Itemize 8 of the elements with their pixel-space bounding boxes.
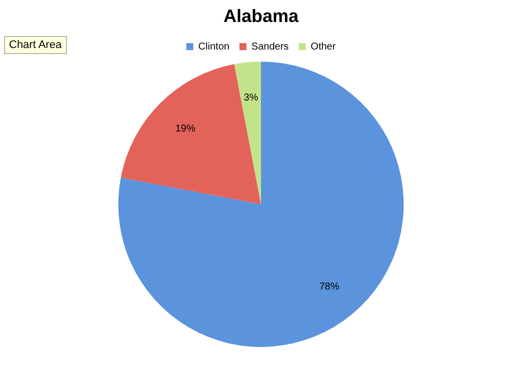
data-label: 3% — [244, 92, 258, 104]
data-label: 78% — [319, 282, 340, 293]
legend-label: Sanders — [251, 41, 289, 52]
text: Chart Area — [4, 36, 67, 54]
chart-title: Alabama — [223, 6, 300, 26]
data-label: 19% — [175, 123, 196, 134]
legend-label: Clinton — [198, 41, 230, 52]
legend-label: Other — [310, 41, 336, 52]
